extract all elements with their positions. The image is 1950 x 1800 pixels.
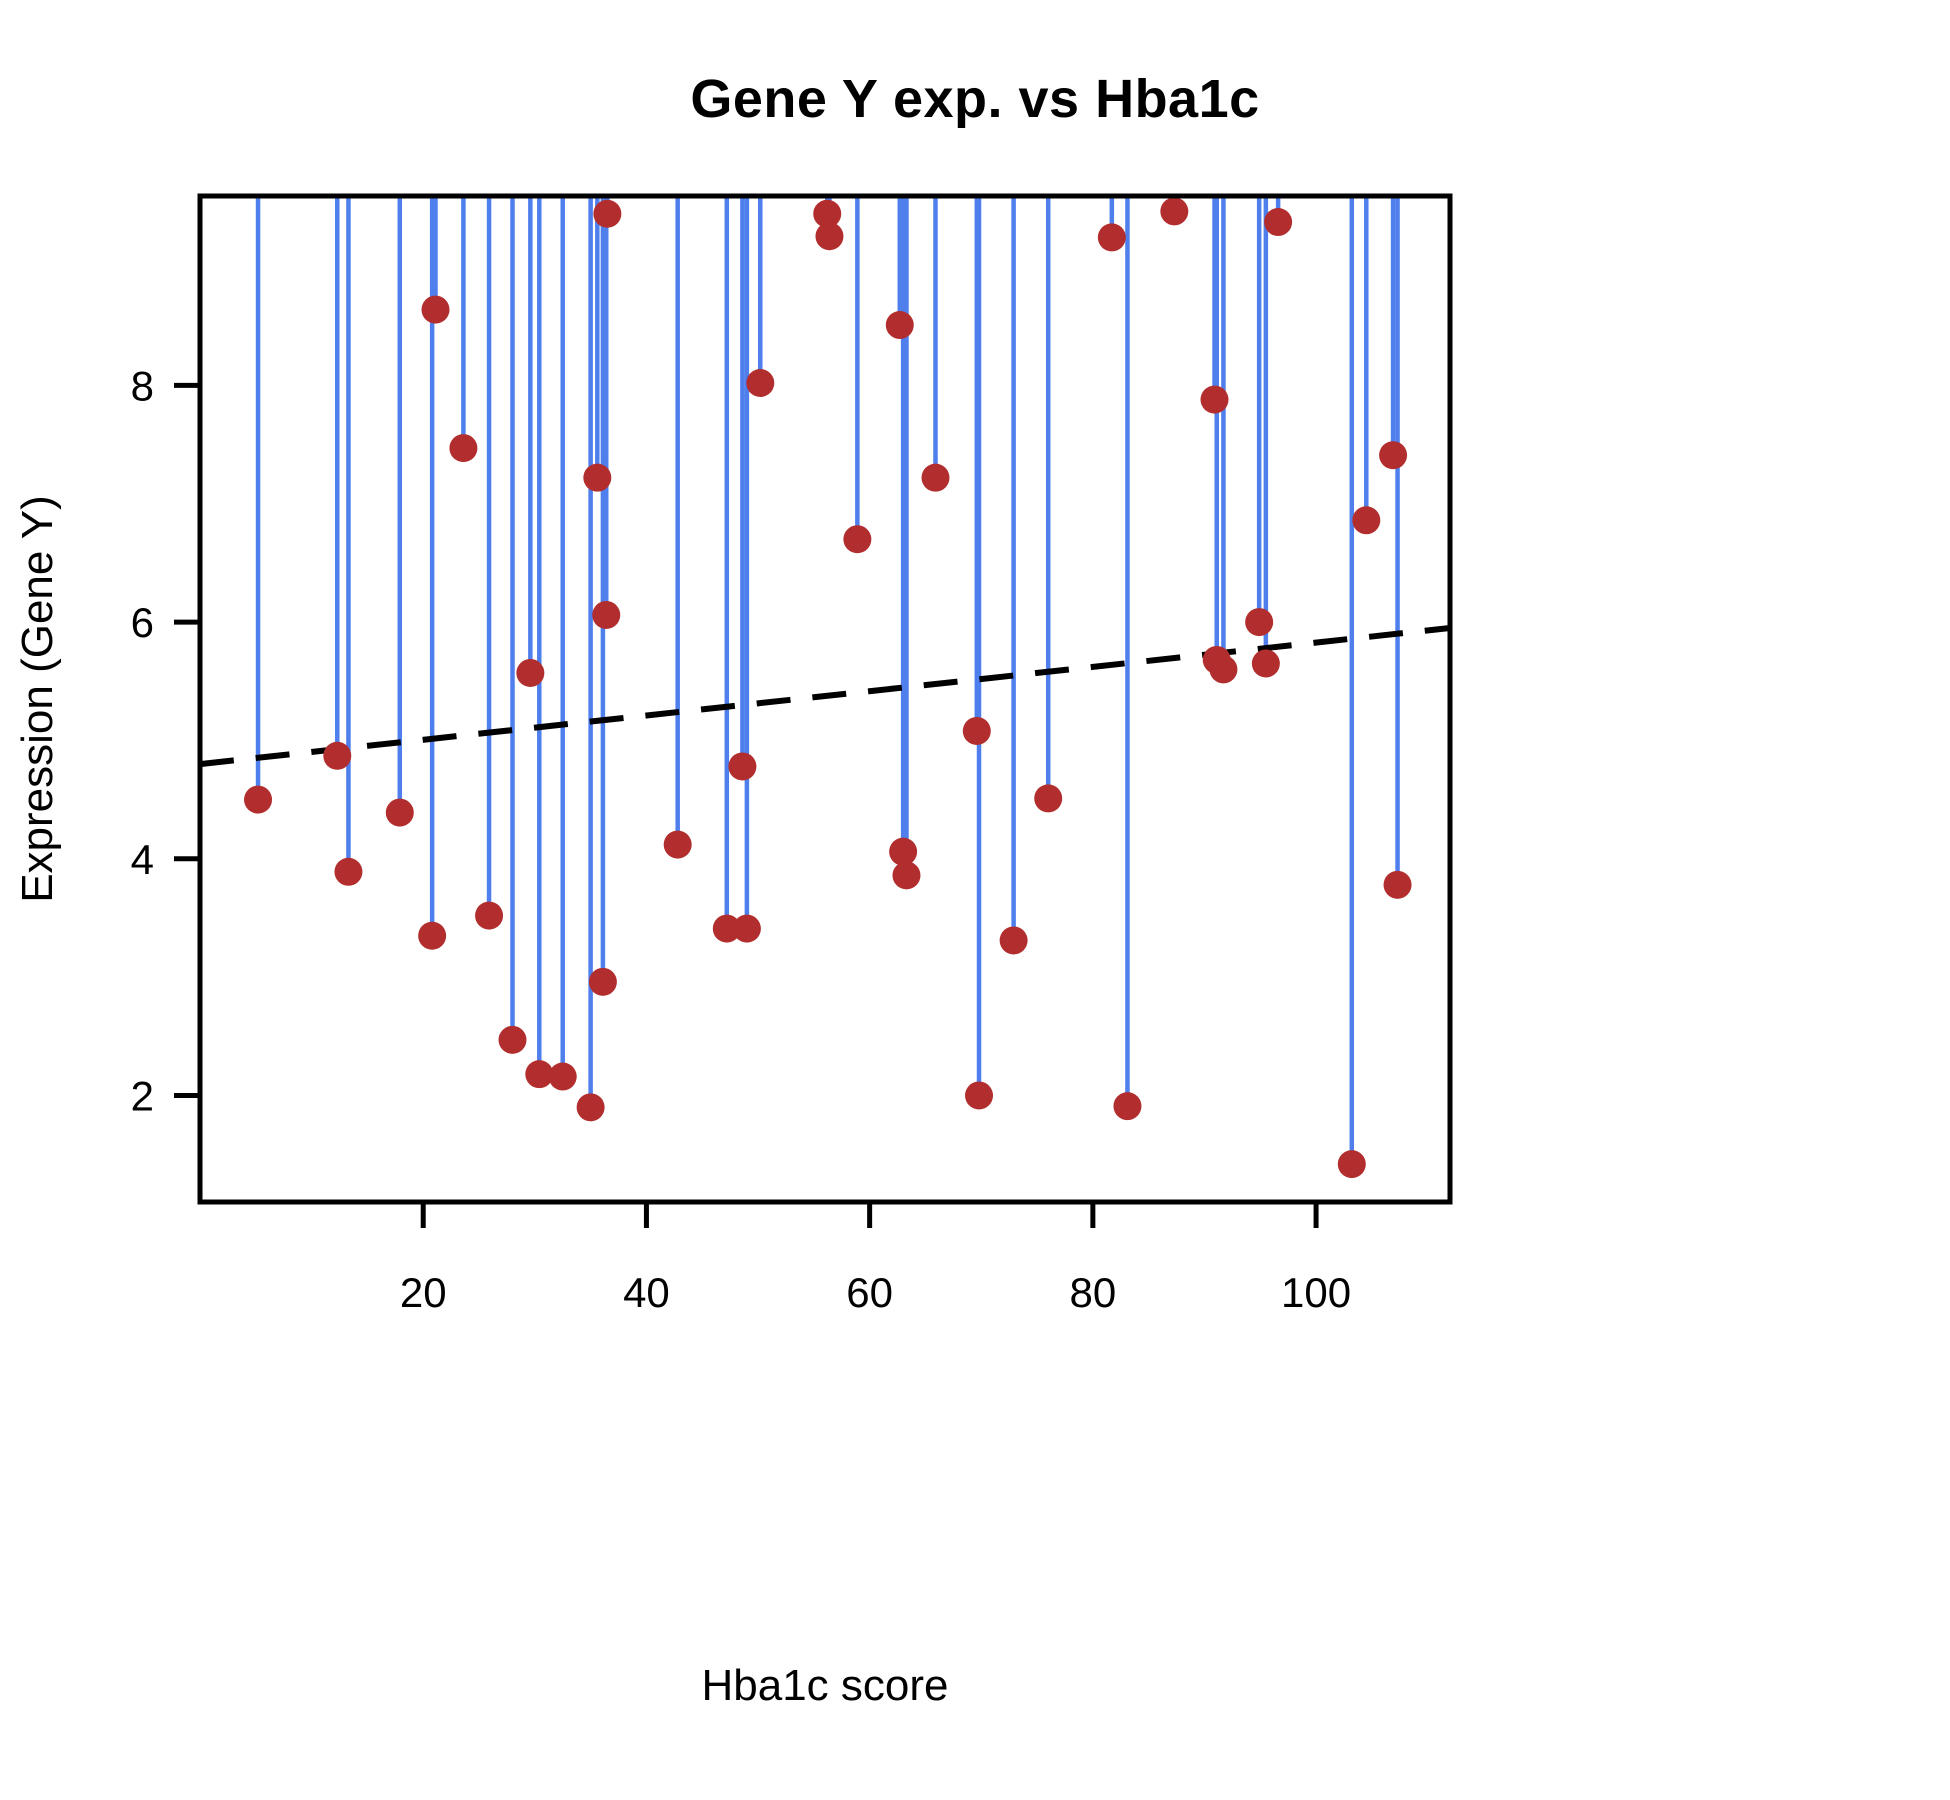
data-point[interactable] — [548, 1062, 577, 1091]
data-point[interactable] — [999, 926, 1028, 955]
data-point[interactable] — [746, 368, 775, 397]
data-point[interactable] — [962, 716, 991, 745]
data-point[interactable] — [1034, 784, 1063, 813]
data-point[interactable] — [728, 752, 757, 781]
data-point[interactable] — [385, 798, 414, 827]
data-point[interactable] — [1379, 441, 1408, 470]
data-point[interactable] — [1337, 1150, 1366, 1179]
x-axis-title: Hba1c score — [701, 1661, 948, 1710]
data-point[interactable] — [334, 857, 363, 886]
data-point[interactable] — [921, 463, 950, 492]
data-point[interactable] — [1352, 506, 1381, 535]
data-point[interactable] — [592, 600, 621, 629]
data-point[interactable] — [418, 921, 447, 950]
axis-labels-group: 20 40 60 80 100 2 4 6 8 Hba1c score Expression (Ge… — [13, 362, 1351, 1710]
regression-line-group — [199, 625, 1451, 768]
data-point[interactable] — [732, 914, 761, 943]
x-tick-label: 40 — [623, 1269, 670, 1316]
data-point[interactable] — [498, 1025, 527, 1054]
data-point[interactable] — [663, 830, 692, 859]
data-point[interactable] — [1113, 1092, 1142, 1121]
y-tick-label: 8 — [131, 362, 154, 409]
data-point[interactable] — [889, 837, 918, 866]
data-point[interactable] — [885, 311, 914, 340]
regression-line — [199, 625, 1451, 768]
data-point[interactable] — [892, 861, 921, 890]
y-axis-title: Expression (Gene Y) — [13, 495, 62, 903]
x-tick-label: 20 — [400, 1269, 447, 1316]
x-tick-label: 100 — [1281, 1269, 1351, 1316]
data-point[interactable] — [475, 901, 504, 930]
axes-group — [174, 193, 1453, 1228]
x-tick-label: 80 — [1069, 1269, 1116, 1316]
dropline-group — [255, 196, 1400, 1165]
data-point[interactable] — [712, 914, 741, 943]
data-point[interactable] — [1209, 655, 1238, 684]
data-point[interactable] — [583, 463, 612, 492]
data-point[interactable] — [576, 1093, 605, 1122]
data-point[interactable] — [421, 295, 450, 324]
plot-frame — [197, 193, 1453, 1205]
data-point[interactable] — [965, 1081, 994, 1110]
data-point[interactable] — [813, 199, 842, 228]
data-point[interactable] — [1160, 197, 1189, 226]
data-point[interactable] — [843, 525, 872, 554]
data-point[interactable] — [1264, 208, 1293, 237]
y-tick-label: 4 — [131, 836, 154, 883]
data-point[interactable] — [1251, 649, 1280, 678]
data-point[interactable] — [593, 199, 622, 228]
data-point[interactable] — [449, 434, 478, 463]
y-tick-label: 6 — [131, 599, 154, 646]
data-point[interactable] — [1097, 223, 1126, 252]
data-point[interactable] — [323, 741, 352, 770]
data-point[interactable] — [1383, 870, 1412, 899]
data-point[interactable] — [516, 658, 545, 687]
data-points-group — [244, 197, 1412, 1179]
y-tick-label: 2 — [131, 1072, 154, 1119]
data-point[interactable] — [525, 1060, 554, 1089]
x-tick-label: 60 — [846, 1269, 893, 1316]
data-point[interactable] — [588, 967, 617, 996]
data-point[interactable] — [244, 785, 273, 814]
data-point[interactable] — [815, 222, 844, 251]
data-point[interactable] — [1245, 608, 1274, 637]
data-point[interactable] — [1200, 385, 1229, 414]
chart-title: Gene Y exp. vs Hba1c — [690, 69, 1260, 129]
